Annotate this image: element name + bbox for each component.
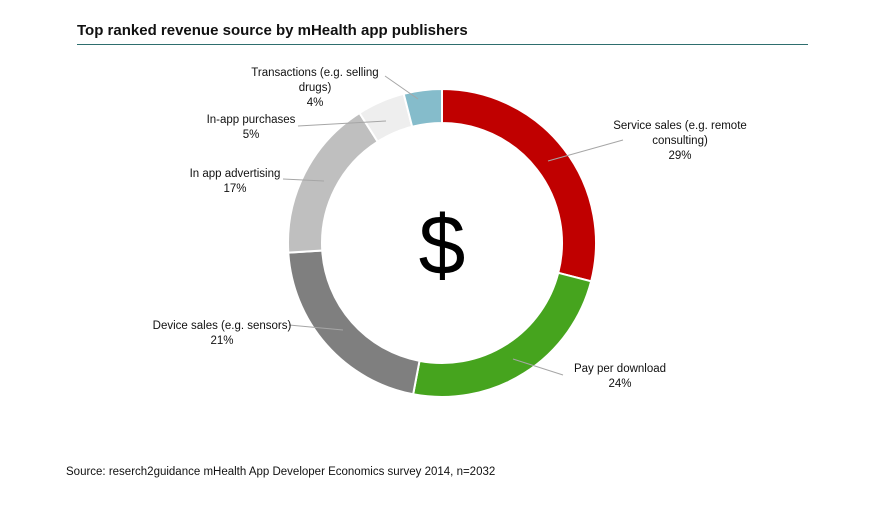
leader-line	[297, 120, 387, 127]
slice-label-line: Device sales (e.g. sensors)	[152, 320, 292, 332]
chart-title: Top ranked revenue source by mHealth app…	[77, 22, 468, 39]
title-divider	[77, 44, 808, 45]
slice-label-device-sales: Device sales (e.g. sensors) 21%	[142, 319, 302, 349]
slice-label-in-app-advertising: In app advertising 17%	[175, 167, 295, 197]
slice-label-pay-per-download: Pay per download 24%	[560, 362, 680, 392]
dollar-symbol: $	[419, 198, 466, 292]
donut-slice	[287, 249, 421, 396]
slice-label-line: drugs)	[298, 82, 332, 94]
slice-label-in-app-purchases: In-app purchases 5%	[196, 113, 306, 143]
slice-label-line: In-app purchases	[206, 114, 296, 126]
slice-label-line: Pay per download	[573, 363, 667, 375]
slice-label-transactions: Transactions (e.g. selling drugs) 4%	[240, 66, 390, 111]
slice-label-line: In app advertising	[189, 168, 281, 180]
slice-label-line: Transactions (e.g. selling	[251, 67, 379, 79]
source-note: Source: reserch2guidance mHealth App Dev…	[66, 466, 496, 478]
leader-line	[288, 324, 344, 331]
leader-line	[282, 178, 325, 182]
slice-label-service-sales: Service sales (e.g. remote consulting) 2…	[610, 119, 750, 164]
slice-label-line: Service sales (e.g. remote	[613, 120, 747, 132]
slice-percent: 4%	[306, 97, 324, 109]
donut-slice	[402, 87, 443, 128]
slice-percent: 21%	[210, 335, 234, 347]
slice-percent: 24%	[608, 378, 632, 390]
leader-line	[512, 358, 564, 376]
leader-line	[547, 139, 624, 162]
leader-line	[384, 75, 419, 100]
slice-percent: 17%	[223, 183, 247, 195]
slice-label-line: consulting)	[652, 135, 708, 147]
slice-percent: 29%	[668, 150, 692, 162]
slice-percent: 5%	[242, 129, 260, 141]
